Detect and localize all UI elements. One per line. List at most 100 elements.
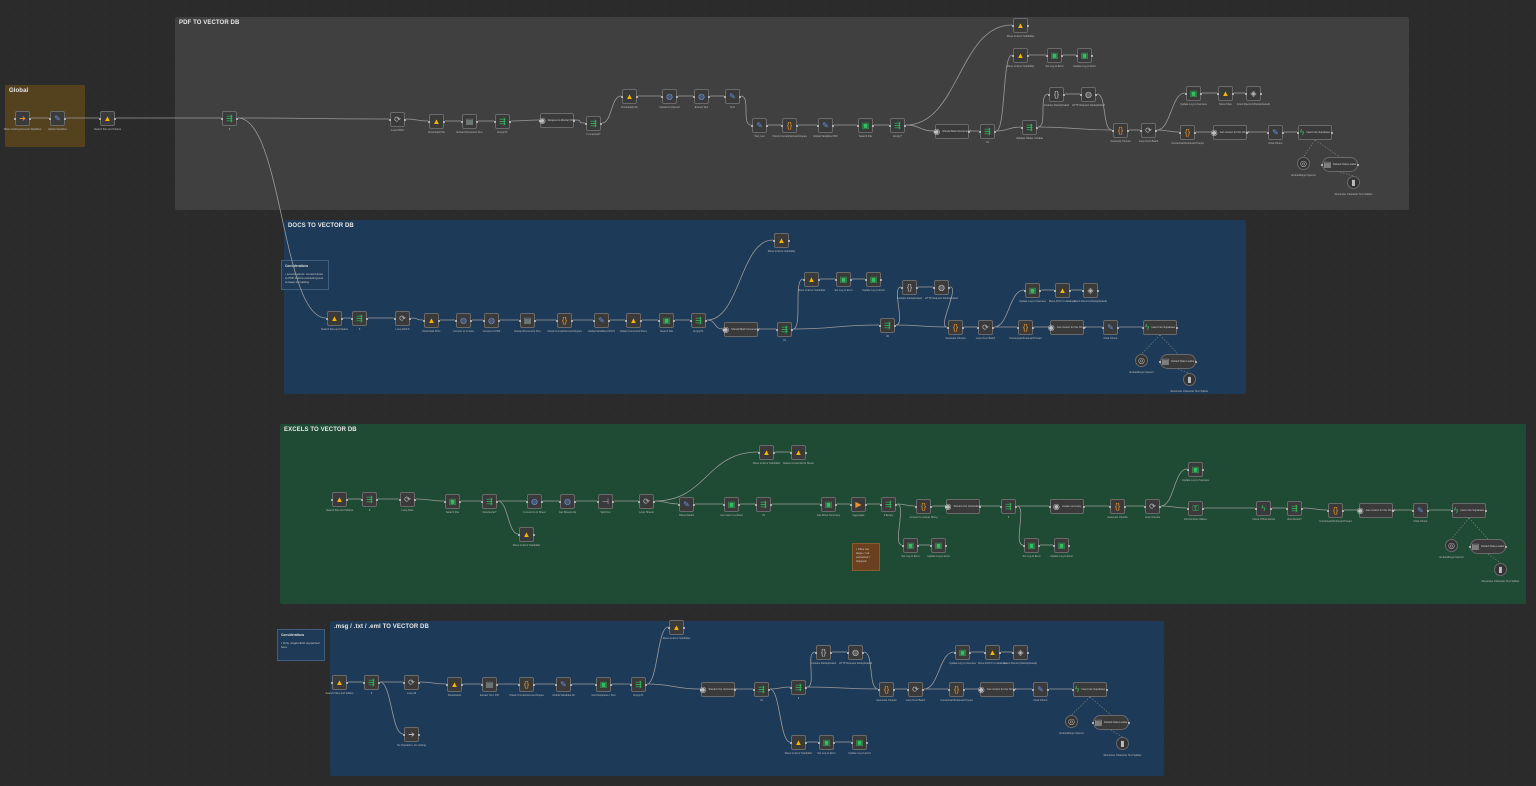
input-port[interactable] <box>1023 545 1025 547</box>
node-msg-insert-record[interactable]: ◈ Insert Record (Deduplicated) <box>1004 645 1037 665</box>
input-port[interactable] <box>361 499 363 501</box>
output-port[interactable] <box>376 499 378 501</box>
output-port[interactable] <box>476 121 478 123</box>
input-port[interactable] <box>363 682 365 684</box>
input-port[interactable] <box>625 320 627 322</box>
node-msg-search-file[interactable]: ▣ Get Duplicates / Text <box>592 677 615 697</box>
group-excels[interactable]: EXCELS TO VECTOR DB <box>280 424 1526 604</box>
output-port[interactable] <box>832 125 834 127</box>
input-port[interactable] <box>907 689 909 691</box>
output-port[interactable] <box>600 123 602 125</box>
input-port[interactable] <box>1297 132 1299 134</box>
sticky-note-excel-note[interactable]: • Files too large / not extracted / skip… <box>852 543 880 571</box>
input-port[interactable] <box>1109 506 1111 508</box>
node-docs-embeddings[interactable]: ◎ Embeddings OpenAI <box>1130 354 1153 374</box>
output-port[interactable] <box>1124 506 1126 508</box>
output-port[interactable] <box>739 96 741 98</box>
node-xl-new-excel[interactable]: ⇶ New Excel? <box>481 494 498 514</box>
input-port[interactable] <box>1469 546 1471 548</box>
node-xl-insert-supabase[interactable]: ϟ Insert into Supabase <box>1451 503 1487 518</box>
node-docs-insert-record[interactable]: ◈ Insert Record (Deduplicated) <box>1074 283 1107 303</box>
input-port[interactable] <box>847 652 849 654</box>
node-xl-delete-conv[interactable]: ▲ Delete Converted G Sheet <box>783 445 814 465</box>
node-docs-loop-batch[interactable]: ⟳ Loop Over Batch <box>976 320 995 340</box>
node-msg-update-log[interactable]: ▣ Update Log to Error <box>848 735 871 755</box>
output-port[interactable] <box>470 320 472 322</box>
node-docs-delete-conv[interactable]: ▲ Delete Converted Docs <box>620 313 647 333</box>
output-port[interactable] <box>818 279 820 281</box>
node-global-vars[interactable]: ✎ Global Variables <box>48 111 67 131</box>
output-port[interactable] <box>850 279 852 281</box>
node-pdf-empty[interactable]: ⇶ Empty?1 <box>494 114 511 134</box>
output-port[interactable] <box>573 120 575 122</box>
input-port[interactable] <box>781 125 783 127</box>
node-pdf-loop-batch[interactable]: ⟳ Loop Over Batch <box>1139 123 1158 143</box>
input-port[interactable] <box>724 96 726 98</box>
node-pdf-scanned[interactable]: ⇶ Is scanned? <box>585 116 602 136</box>
node-msg-move-files[interactable]: ▲ Move DOCX to database <box>978 645 1007 665</box>
node-docs-splitter[interactable]: ▮ Recursive Character Text Splitter <box>1171 373 1208 393</box>
output-port[interactable] <box>404 119 406 121</box>
node-docs-extract[interactable]: ▤ Extract Document Text <box>514 313 541 333</box>
output-port[interactable] <box>29 118 31 120</box>
node-docs-insert-supabase[interactable]: ϟ Insert into Supabase <box>1142 320 1178 335</box>
node-docs-convert-pdf[interactable]: ◍ Convert to PDF <box>483 313 500 333</box>
node-pdf-validate[interactable]: ⇶ Validate Tables / Delete <box>1016 120 1043 140</box>
output-port[interactable] <box>1036 127 1038 129</box>
input-port[interactable] <box>948 689 950 691</box>
input-port[interactable] <box>930 545 932 547</box>
output-port[interactable] <box>1068 545 1070 547</box>
input-port[interactable] <box>585 123 587 125</box>
input-port[interactable] <box>399 499 401 501</box>
node-msg-embeddings[interactable]: ◎ Embeddings OpenAI <box>1060 715 1083 735</box>
input-port[interactable] <box>753 689 755 691</box>
node-search-files[interactable]: ▲ Search files and folders <box>94 111 121 131</box>
node-msg-cookies[interactable]: {} Cookies Deduplicated <box>811 645 836 665</box>
input-port[interactable] <box>621 96 623 98</box>
input-port[interactable] <box>483 320 485 322</box>
input-port[interactable] <box>1012 652 1014 654</box>
input-port[interactable] <box>559 501 561 503</box>
input-port[interactable] <box>481 684 483 686</box>
node-xl-loop-chunks[interactable]: ⟳ Loop Chunks <box>1144 499 1161 519</box>
node-xl-convert[interactable]: ◍ Convert to G Sheet <box>523 494 546 514</box>
input-port[interactable] <box>835 279 837 281</box>
input-port[interactable] <box>1159 361 1161 363</box>
node-docs-set-log[interactable]: ▣ Set Log to Error <box>834 272 853 292</box>
node-xl-should-mark[interactable]: ◉ Should it be Vectorized? <box>945 499 981 514</box>
output-port[interactable] <box>346 499 348 501</box>
input-port[interactable] <box>494 121 496 123</box>
input-port[interactable] <box>403 682 405 684</box>
output-port[interactable] <box>805 452 807 454</box>
node-pdf-cookies[interactable]: {} Cookies Deduplicated <box>1044 87 1069 107</box>
input-port[interactable] <box>423 320 425 322</box>
node-pdf-download[interactable]: ▲ Download File <box>428 114 445 134</box>
input-port[interactable] <box>1255 508 1257 510</box>
node-docs-if3[interactable]: ⇶ If2 <box>879 318 896 338</box>
output-port[interactable] <box>533 684 535 686</box>
node-msg-loader[interactable]: ▤ Default Data Loader <box>1092 715 1130 730</box>
node-xl-embeddings[interactable]: ◎ Embeddings OpenAI <box>1440 539 1463 559</box>
input-port[interactable] <box>221 118 223 120</box>
output-port[interactable] <box>930 506 932 508</box>
input-port[interactable] <box>902 545 904 547</box>
input-port[interactable] <box>1021 127 1023 129</box>
output-port[interactable] <box>541 501 543 503</box>
group-pdf[interactable]: PDF TO VECTOR DB <box>175 17 1409 210</box>
output-port[interactable] <box>1095 94 1097 96</box>
input-port[interactable] <box>1049 327 1051 329</box>
node-xl-loop[interactable]: ⟳ Loop Files <box>399 492 416 512</box>
node-xl-move-error2[interactable]: ▲ Move to Error Subfolder <box>753 445 780 465</box>
output-port[interactable] <box>830 652 832 654</box>
node-docs-ctx-prompt[interactable]: {} Contextual Retrieval Prompt <box>1009 320 1042 340</box>
output-port[interactable] <box>1246 132 1248 134</box>
output-port[interactable] <box>1097 290 1099 292</box>
input-port[interactable] <box>751 125 753 127</box>
node-xl-get-rows[interactable]: ▣ Get rows in a sheet <box>720 497 743 517</box>
node-xl-ctx-prompt[interactable]: {} Contextual Retrieval Prompt <box>1319 503 1352 523</box>
output-port[interactable] <box>459 501 461 503</box>
group-docs[interactable]: DOCS TO VECTOR DB <box>284 220 1246 394</box>
input-port[interactable] <box>693 96 695 98</box>
node-xl-set-log2[interactable]: ▣ Set Log to Error <box>1022 538 1041 558</box>
